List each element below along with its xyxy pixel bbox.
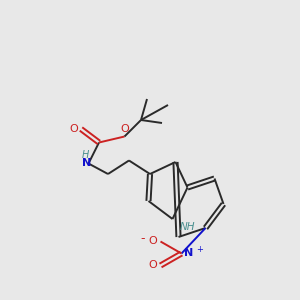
- Text: O: O: [148, 236, 158, 247]
- Text: H: H: [82, 149, 89, 160]
- Text: N: N: [82, 158, 91, 169]
- Text: O: O: [148, 260, 158, 271]
- Text: -: -: [141, 232, 146, 245]
- Text: O: O: [69, 124, 78, 134]
- Text: +: +: [196, 244, 203, 253]
- Text: NH: NH: [180, 221, 196, 232]
- Text: N: N: [184, 248, 194, 259]
- Text: O: O: [120, 124, 129, 134]
